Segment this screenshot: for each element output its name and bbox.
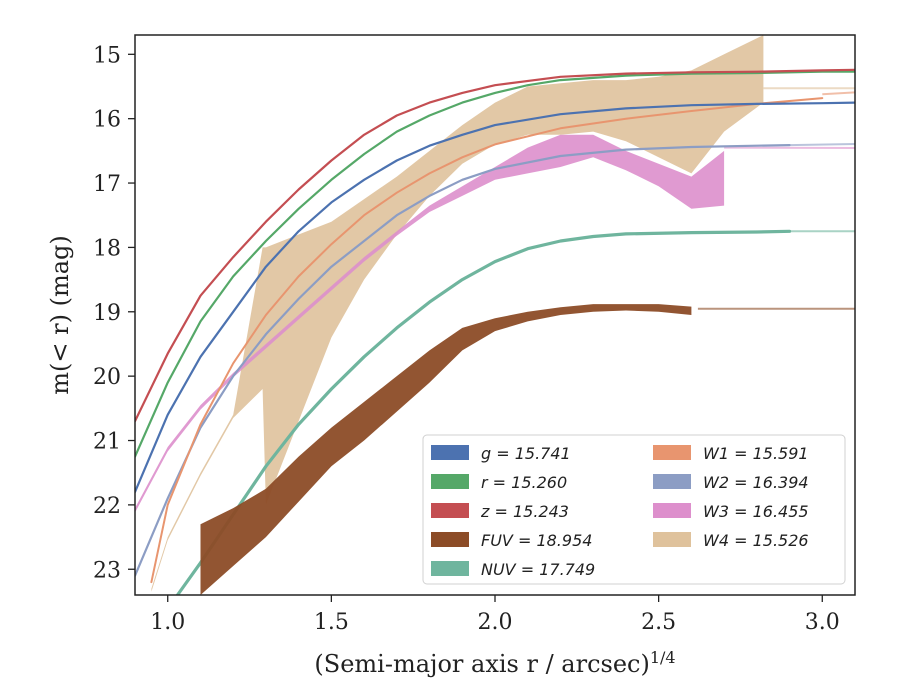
legend-label: W1 = 15.591	[703, 444, 809, 463]
legend-item-w1: W1 = 15.591	[653, 444, 809, 463]
x-tick-label: 3.0	[805, 610, 840, 635]
series-w2-extension	[789, 143, 855, 147]
y-tick-label: 22	[93, 494, 121, 519]
legend: g = 15.741 r = 15.260 z = 15.243 FUV = 18.9…	[422, 434, 846, 585]
legend-label: W3 = 16.455	[703, 502, 809, 521]
legend-item-w3: W3 = 16.455	[653, 502, 809, 521]
series-fuv-band	[200, 304, 692, 595]
series-nuv-line	[175, 229, 792, 595]
x-axis-ticks: 1.0 1.5 2.0 2.5 3.0	[150, 595, 840, 635]
plot-area	[135, 35, 855, 595]
series-r	[135, 70, 855, 458]
legend-label: W2 = 16.394	[703, 473, 809, 492]
y-tick-label: 19	[93, 301, 121, 326]
legend-item-nuv: NUV = 17.749	[431, 560, 595, 579]
legend-item-g: g = 15.741	[431, 444, 571, 463]
series-r-line	[135, 70, 855, 458]
x-axis-label-main: (Semi-major axis r / arcsec)	[314, 650, 649, 678]
legend-item-w4: W4 = 15.526	[653, 531, 809, 550]
legend-item-r: r = 15.260	[431, 473, 567, 492]
series-w2	[135, 143, 855, 577]
series-w4	[151, 35, 855, 592]
y-tick-label: 15	[93, 43, 121, 68]
legend-label: g = 15.741	[481, 444, 571, 463]
x-tick-label: 2.0	[478, 610, 513, 635]
y-tick-label: 21	[93, 430, 121, 455]
legend-item-fuv: FUV = 18.954	[431, 531, 592, 550]
series-g-line	[135, 101, 855, 494]
y-axis-ticks: 15 16 17 18 19 20 21 22 23	[93, 43, 135, 583]
x-axis-label-superscript: 1/4	[650, 648, 676, 667]
y-axis-label: m(< r) (mag)	[46, 235, 74, 394]
series-nuv	[175, 229, 855, 595]
legend-label: NUV = 17.749	[481, 560, 595, 579]
legend-swatch	[653, 503, 691, 518]
legend-swatch	[653, 445, 691, 460]
y-tick-label: 16	[93, 108, 121, 133]
series-w1	[150, 91, 855, 584]
y-tick-label: 23	[93, 558, 121, 583]
legend-label: z = 15.243	[480, 502, 569, 521]
legend-swatch	[653, 474, 691, 489]
x-axis-label: (Semi-major axis r / arcsec)1/4	[314, 648, 675, 678]
y-tick-label: 17	[93, 172, 121, 197]
series-w2-line	[135, 144, 791, 577]
legend-swatch	[431, 445, 469, 460]
legend-swatch	[431, 474, 469, 489]
legend-item-w2: W2 = 16.394	[653, 473, 809, 492]
legend-swatch	[431, 532, 469, 547]
series-g	[135, 101, 855, 494]
series-w3	[135, 134, 855, 513]
y-tick-label: 20	[93, 365, 121, 390]
legend-swatch	[653, 532, 691, 547]
series-w4-band	[151, 35, 764, 592]
x-tick-label: 1.5	[314, 610, 349, 635]
legend-swatch	[431, 503, 469, 518]
series-w1-line	[150, 97, 824, 584]
series-fuv	[200, 304, 855, 595]
legend-swatch	[431, 561, 469, 576]
x-tick-label: 2.5	[641, 610, 676, 635]
x-tick-label: 1.0	[150, 610, 185, 635]
legend-label: FUV = 18.954	[481, 531, 592, 550]
legend-frame	[422, 434, 846, 585]
legend-item-z: z = 15.243	[431, 502, 569, 521]
legend-label: r = 15.260	[481, 473, 567, 492]
series-w3-band	[135, 134, 725, 513]
y-tick-label: 18	[93, 236, 121, 261]
legend-label: W4 = 15.526	[703, 531, 809, 550]
series-z-line	[135, 68, 855, 423]
series-w1-extension	[822, 91, 855, 96]
series-z	[135, 68, 855, 423]
